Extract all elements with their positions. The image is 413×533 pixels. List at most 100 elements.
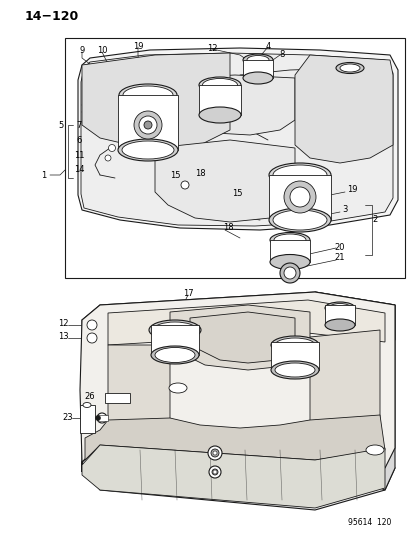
Circle shape	[211, 469, 218, 475]
Bar	[80, 405, 95, 433]
Circle shape	[283, 267, 295, 279]
Bar	[242, 60, 272, 78]
Text: 19: 19	[346, 185, 356, 195]
Bar	[105, 393, 130, 403]
Bar	[98, 415, 108, 421]
Circle shape	[87, 320, 97, 330]
Text: 7: 7	[76, 120, 81, 130]
Polygon shape	[108, 345, 170, 425]
Bar	[269, 240, 309, 262]
Ellipse shape	[328, 303, 350, 312]
Polygon shape	[100, 292, 394, 340]
Ellipse shape	[202, 78, 237, 92]
Ellipse shape	[324, 302, 354, 314]
Ellipse shape	[118, 139, 178, 161]
Text: 25: 25	[351, 448, 361, 456]
Circle shape	[212, 451, 216, 455]
Circle shape	[95, 416, 100, 421]
Ellipse shape	[199, 77, 240, 93]
Text: 2: 2	[371, 215, 377, 224]
Text: 21: 21	[334, 254, 344, 262]
Ellipse shape	[335, 62, 363, 74]
Text: 12: 12	[206, 44, 217, 52]
Text: 5: 5	[58, 120, 64, 130]
Circle shape	[211, 449, 218, 457]
Ellipse shape	[272, 210, 326, 230]
Text: 8: 8	[279, 50, 284, 59]
Polygon shape	[309, 330, 379, 440]
Bar	[271, 342, 318, 370]
Polygon shape	[82, 445, 384, 508]
Polygon shape	[78, 48, 397, 230]
Ellipse shape	[324, 319, 354, 331]
Circle shape	[134, 111, 161, 139]
Polygon shape	[80, 292, 394, 468]
Text: 18: 18	[222, 223, 233, 232]
Ellipse shape	[83, 402, 91, 408]
Circle shape	[209, 466, 221, 478]
Text: 20: 20	[334, 243, 344, 252]
Polygon shape	[147, 75, 294, 135]
Text: 4: 4	[265, 42, 270, 51]
Ellipse shape	[274, 338, 314, 352]
Ellipse shape	[269, 232, 309, 247]
Text: 18: 18	[194, 168, 205, 177]
Ellipse shape	[273, 234, 305, 246]
Ellipse shape	[271, 361, 318, 379]
Circle shape	[289, 187, 309, 207]
Bar	[199, 85, 240, 115]
Text: 11: 11	[74, 150, 84, 159]
Circle shape	[279, 263, 299, 283]
Text: 24: 24	[157, 382, 167, 391]
Polygon shape	[108, 300, 384, 345]
Ellipse shape	[242, 54, 272, 66]
Polygon shape	[190, 312, 294, 363]
Ellipse shape	[123, 86, 173, 104]
Text: 15: 15	[169, 172, 180, 181]
Ellipse shape	[365, 445, 383, 455]
Ellipse shape	[151, 346, 199, 364]
Polygon shape	[154, 140, 294, 222]
Bar	[324, 305, 354, 325]
Text: 26: 26	[85, 392, 95, 401]
Text: 15: 15	[231, 190, 242, 198]
Ellipse shape	[247, 55, 268, 64]
Ellipse shape	[169, 383, 187, 393]
Bar	[118, 95, 178, 150]
Ellipse shape	[153, 322, 197, 338]
Bar	[65, 38, 404, 278]
Circle shape	[212, 470, 216, 474]
Text: 1: 1	[41, 171, 47, 180]
Ellipse shape	[154, 348, 195, 362]
Ellipse shape	[199, 107, 240, 123]
Text: 12: 12	[57, 319, 68, 328]
Polygon shape	[82, 445, 394, 510]
Polygon shape	[82, 305, 100, 472]
Text: 14: 14	[74, 166, 84, 174]
Circle shape	[139, 116, 157, 134]
Polygon shape	[85, 415, 384, 460]
Polygon shape	[81, 53, 392, 226]
Text: 19: 19	[133, 42, 143, 51]
Ellipse shape	[242, 72, 272, 84]
Ellipse shape	[149, 320, 201, 340]
Ellipse shape	[268, 163, 330, 187]
Ellipse shape	[269, 254, 309, 270]
Text: 17: 17	[182, 288, 193, 297]
Circle shape	[108, 144, 115, 151]
Ellipse shape	[274, 363, 314, 377]
Text: 14−120: 14−120	[25, 10, 79, 23]
Polygon shape	[170, 305, 309, 370]
Polygon shape	[314, 292, 394, 490]
Text: 6: 6	[76, 135, 81, 144]
Text: 3: 3	[342, 206, 347, 214]
Circle shape	[87, 333, 97, 343]
Polygon shape	[82, 53, 230, 148]
Circle shape	[180, 181, 189, 189]
Bar	[268, 175, 330, 220]
Ellipse shape	[271, 336, 318, 354]
Circle shape	[207, 446, 221, 460]
Circle shape	[283, 181, 315, 213]
Circle shape	[97, 413, 107, 423]
Ellipse shape	[119, 84, 177, 106]
